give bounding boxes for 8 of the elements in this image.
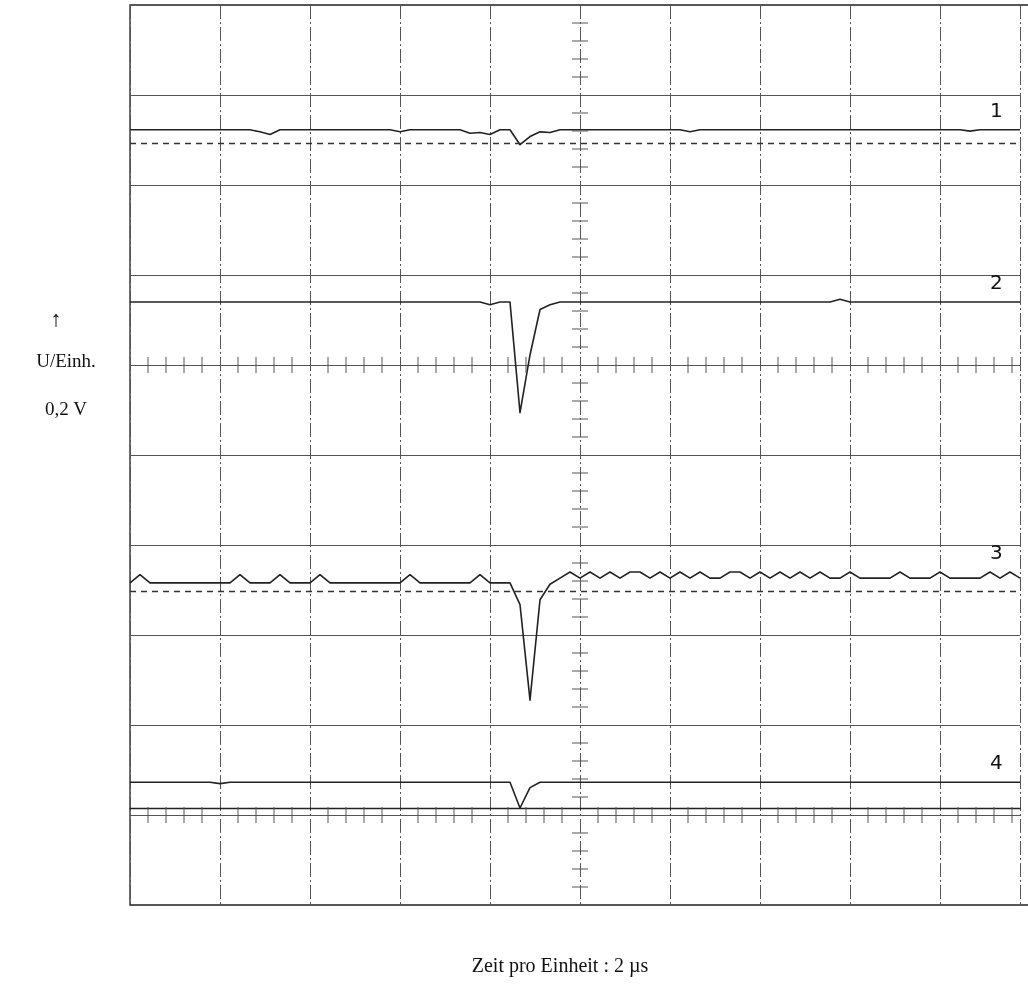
series-label: 1 — [990, 97, 1003, 122]
series-label: 2 — [990, 270, 1003, 295]
text: 0,2 V — [45, 397, 88, 419]
text: ↑ — [50, 305, 62, 331]
y-axis-title: U/Einh. — [36, 349, 96, 371]
series-label: 4 — [990, 750, 1003, 775]
series-label: 3 — [990, 539, 1003, 564]
text: Zeit pro Einheit : 2 µs — [471, 954, 649, 977]
